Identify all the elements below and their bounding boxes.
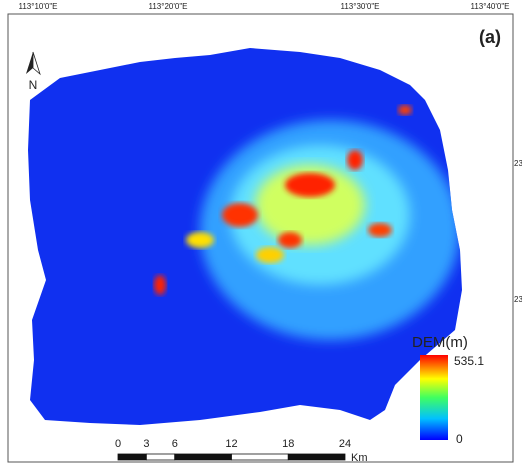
legend-min: 0 — [456, 432, 463, 446]
color-bar — [420, 355, 448, 440]
map-figure: N (a) 113°10'0"E 113°20'0"E 113°30'0"E 1… — [0, 0, 522, 470]
lon-label: 113°10'0"E — [18, 2, 57, 11]
lon-label: 113°40'0"E — [470, 2, 509, 11]
scale-segment — [146, 454, 174, 460]
lat-label: 23° — [514, 295, 522, 304]
scale-label: 0 — [115, 438, 121, 450]
lat-label: 23° — [514, 159, 522, 168]
lon-label: 113°30'0"E — [340, 2, 379, 11]
scale-unit: Km — [351, 452, 368, 464]
legend-max: 535.1 — [454, 354, 484, 368]
scale-label: 6 — [172, 438, 178, 450]
scale-label: 24 — [339, 438, 351, 450]
north-label: N — [29, 78, 38, 92]
scale-label: 3 — [143, 438, 149, 450]
scale-label: 18 — [282, 438, 294, 450]
legend-title: DEM(m) — [412, 334, 468, 351]
scale-segment — [232, 454, 289, 460]
scale-segment — [288, 454, 345, 460]
scale-segment — [175, 454, 232, 460]
lon-label: 113°20'0"E — [148, 2, 187, 11]
scale-label: 12 — [225, 438, 237, 450]
panel-label: (a) — [479, 27, 501, 47]
north-arrow — [26, 52, 40, 74]
scale-segment — [118, 454, 146, 460]
